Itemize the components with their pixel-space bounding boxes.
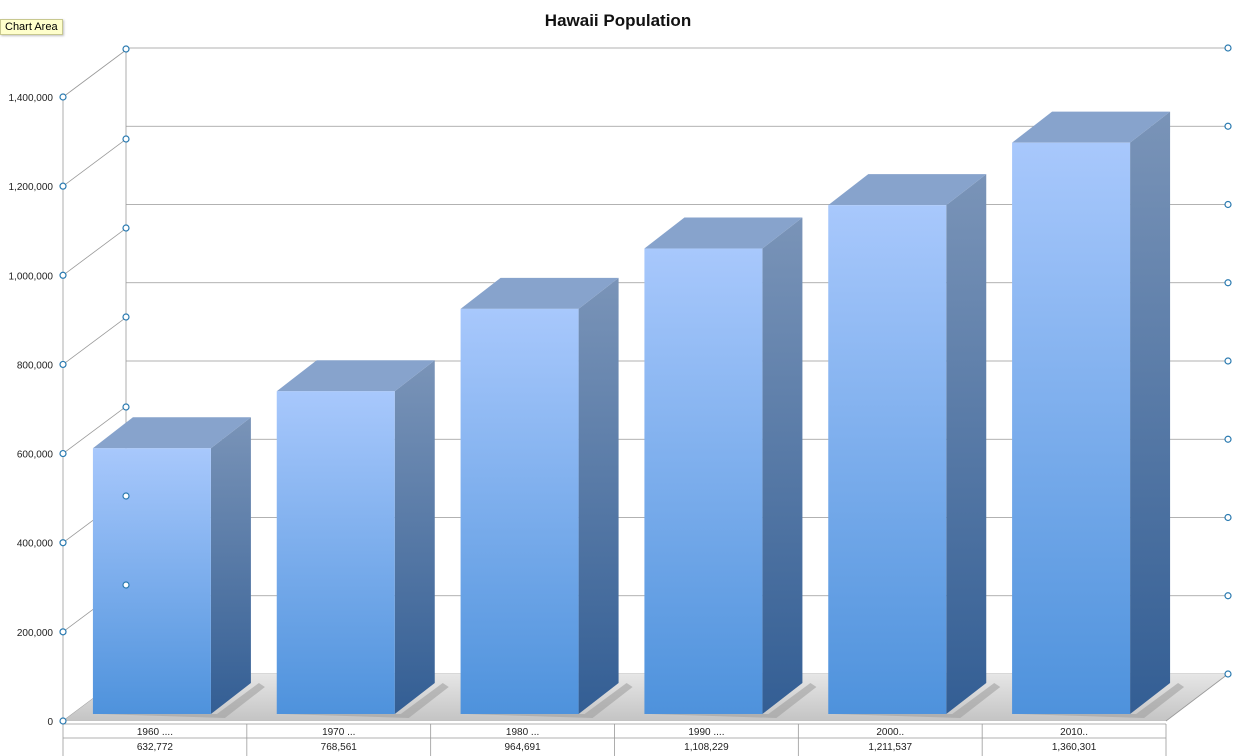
selection-handle[interactable] [59,93,67,101]
table-value: 1,360,301 [1052,742,1097,753]
bar-side [210,417,251,714]
selection-handle[interactable] [1224,513,1232,522]
bar-side [1130,111,1171,714]
bar-side [946,174,987,714]
selection-handle[interactable] [122,581,130,589]
y-tick-label: 800,000 [17,360,54,371]
depth-gridline [62,49,127,98]
bar-6[interactable] [1012,111,1185,718]
category-label: 1980 ... [506,727,539,738]
bar-front [1012,142,1131,714]
y-tick-label: 1,000,000 [9,271,54,282]
selection-handle[interactable] [1224,670,1232,678]
category-label: 2010.. [1060,727,1088,738]
selection-handle[interactable] [1224,44,1232,52]
category-label: 1960 .... [137,727,173,738]
selection-handle[interactable] [1224,592,1232,600]
bar-top [276,360,435,392]
bar-front [828,205,947,714]
bar-top [828,174,987,206]
bar-top [92,417,251,449]
depth-gridline [62,138,127,187]
bar-shadow [98,683,265,718]
table-value: 768,561 [321,742,358,753]
bar-front [644,248,763,714]
bar-side [762,217,803,714]
bar-side [394,360,435,714]
category-label: 1990 .... [688,727,724,738]
bar-shadow [650,683,817,718]
selection-handle[interactable] [59,449,67,458]
selection-handle[interactable] [1224,200,1232,209]
chart-area-tooltip: Chart Area [0,19,63,35]
depth-gridline [62,227,127,276]
category-label: 1970 ... [322,727,355,738]
bar-5[interactable] [828,174,1001,718]
table-value: 632,772 [137,742,174,753]
y-tick-label: 200,000 [17,628,54,639]
selection-handle[interactable] [59,360,67,369]
selection-handle[interactable] [122,45,130,53]
floor-edge [1165,673,1229,722]
bar-top [460,277,619,309]
selection-handle[interactable] [59,628,67,636]
selection-handle[interactable] [122,403,130,411]
bar-front [92,448,211,714]
depth-gridline [62,317,127,365]
y-tick-label: 400,000 [17,539,54,550]
selection-handle[interactable] [59,539,67,547]
table-value: 1,108,229 [684,742,729,753]
chart-title: Hawaii Population [545,11,691,30]
selection-handle[interactable] [122,135,130,143]
selection-handle[interactable] [122,224,130,232]
selection-handle[interactable] [1224,435,1232,443]
bar-4[interactable] [644,217,817,718]
bar-side [578,277,619,714]
bar-3[interactable] [460,277,633,718]
bar-front [460,308,579,714]
y-tick-label: 600,000 [17,450,54,461]
bar-shadow [1018,683,1185,718]
y-tick-label: 0 [47,717,53,728]
bar-shadow [466,683,633,718]
bar-2[interactable] [276,360,449,718]
selection-handle[interactable] [122,313,130,321]
selection-handle[interactable] [1224,122,1232,130]
bar-top [644,217,803,249]
selection-handle[interactable] [59,271,67,279]
bar-shadow [834,683,1001,718]
selection-handle[interactable] [59,182,67,190]
bar-1[interactable] [92,417,265,718]
bar-top [1012,111,1171,143]
table-value: 1,211,537 [868,742,912,753]
y-tick-label: 1,200,000 [9,182,54,193]
y-tick-label: 1,400,000 [9,93,54,104]
selection-handle[interactable] [1224,357,1232,365]
selection-handle[interactable] [59,717,67,725]
table-value: 964,691 [505,742,542,753]
bar-shadow [282,683,449,718]
selection-handle[interactable] [122,492,130,500]
category-label: 2000.. [876,727,904,738]
selection-handle[interactable] [1224,279,1232,287]
depth-gridline [62,406,127,454]
bar-front [276,391,395,714]
